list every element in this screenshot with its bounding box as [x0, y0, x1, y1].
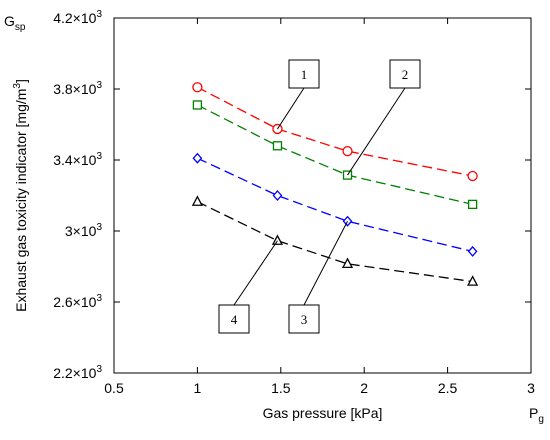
callout-4-leader — [233, 240, 278, 306]
y-tick-exponent: 3 — [96, 151, 102, 162]
callout-4-label: 4 — [231, 312, 238, 327]
ticks: 0.5 1 1.5 2 2.5 32.2×1032.6×1033×1033.4×1033.… — [53, 9, 535, 396]
x-symbol-main: P — [529, 405, 538, 421]
y-tick-label: 3.8×103 — [53, 80, 102, 97]
y-tick-exponent: 3 — [96, 364, 102, 375]
y-tick-label: 2.2×103 — [53, 364, 102, 381]
series-4-point — [271, 234, 284, 245]
y-axis-label-sup: 3 — [12, 83, 23, 89]
y-axis-symbol: Gsp — [4, 13, 26, 33]
y-tick-label: 4.2×103 — [53, 9, 102, 26]
y-axis-label-end: ] — [13, 79, 29, 83]
x-tick-label: 2 — [360, 380, 368, 396]
series-2-point — [192, 100, 203, 110]
series-3-line — [197, 157, 473, 253]
series-1-point — [342, 145, 353, 157]
series-layer — [191, 82, 479, 286]
y-axis-label: Exhaust gas toxicity indicator [mg/m3] — [12, 79, 29, 312]
callout-layer: 1 2 3 4 — [218, 59, 421, 334]
callout-2-label: 2 — [402, 67, 409, 82]
series-4-point — [191, 195, 203, 206]
y-tick-exponent: 3 — [96, 222, 102, 233]
y-symbol-main: G — [4, 13, 15, 29]
x-axis-symbol: Pg — [529, 405, 544, 425]
series-4-point — [467, 275, 479, 286]
callout-1-label: 1 — [301, 67, 308, 82]
series-1-point — [192, 82, 203, 93]
callout-4-box — [218, 304, 250, 334]
series-1-line — [197, 86, 473, 177]
callout-1-box — [288, 59, 320, 89]
x-tick-label: 1 — [194, 380, 202, 396]
y-symbol-sub: sp — [15, 22, 26, 33]
y-axis-label-main: Exhaust gas toxicity indicator [mg/m — [13, 89, 29, 312]
callout-3-box — [288, 304, 320, 334]
y-tick-label: 3.4×103 — [53, 151, 102, 168]
callout-1-leader — [277, 87, 305, 130]
plot-frame — [113, 17, 532, 374]
series-2-line — [197, 104, 473, 206]
series-3-point — [467, 245, 478, 257]
callout-2-leader — [347, 87, 406, 176]
callout-3-leader — [303, 221, 348, 306]
series-1-point — [467, 170, 478, 182]
y-tick-exponent: 3 — [96, 293, 102, 304]
series-4-line — [197, 201, 473, 283]
y-tick-exponent: 3 — [96, 9, 102, 20]
y-tick-label: 3×103 — [65, 222, 103, 239]
series-2-point — [467, 199, 478, 210]
x-tick-label: 1.5 — [271, 380, 291, 396]
callout-2-box — [389, 59, 421, 89]
x-symbol-sub: g — [538, 414, 544, 425]
series-2-point — [272, 141, 283, 151]
series-3-point — [192, 152, 203, 164]
y-tick-exponent: 3 — [96, 80, 102, 91]
x-axis-label: Gas pressure [kPa] — [263, 405, 383, 421]
x-tick-label: 0.5 — [104, 380, 124, 396]
callout-3-label: 3 — [301, 312, 308, 327]
series-3-point — [272, 190, 283, 201]
y-tick-label: 2.6×103 — [53, 293, 102, 310]
series-4-point — [341, 257, 354, 268]
x-tick-label: 3 — [527, 380, 535, 396]
x-tick-label: 2.5 — [438, 380, 458, 396]
